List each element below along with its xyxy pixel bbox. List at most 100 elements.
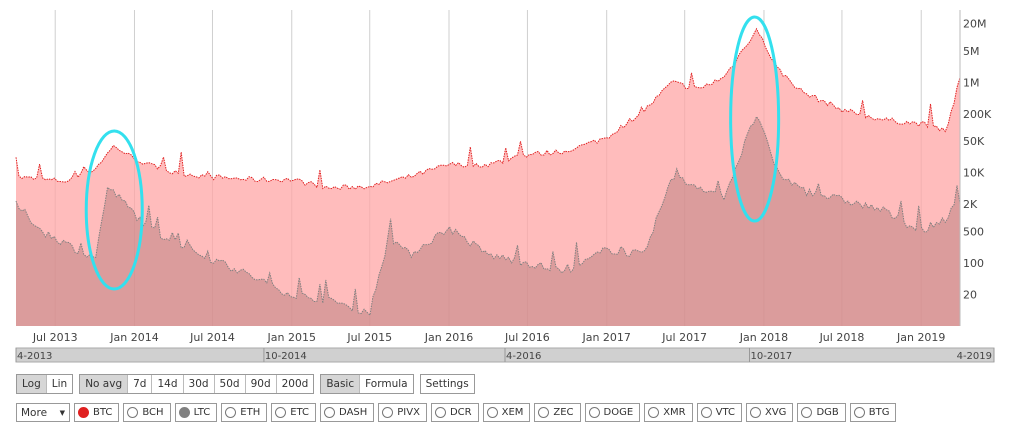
coin-toggle-dgb[interactable]: DGB [797, 403, 846, 422]
x-tick-label: Jul 2016 [504, 331, 550, 344]
radio-icon [801, 407, 813, 418]
series-area-ltc [16, 116, 960, 326]
coin-toggle-dcr[interactable]: DCR [430, 403, 479, 422]
settings-group: Settings [419, 374, 475, 394]
coin-toggle-doge[interactable]: DOGE [584, 403, 641, 422]
y-tick-label: 1M [963, 76, 980, 89]
coin-label: PIVX [397, 407, 420, 418]
series-line-btc [15, 27, 961, 191]
coin-label: XVG [764, 407, 787, 418]
series-layer [15, 27, 961, 327]
coin-toggle-btc[interactable]: BTC [74, 403, 120, 422]
avg-50d-button[interactable]: 50d [214, 375, 246, 393]
coin-toggle-etc[interactable]: ETC [271, 403, 317, 422]
y-tick-label: 50K [963, 135, 985, 148]
coin-label: XEM [501, 407, 524, 418]
highlight-ellipse [729, 15, 781, 223]
scale-toggle: Log Lin [16, 374, 74, 394]
radio-icon [749, 407, 761, 418]
y-tick-label: 200K [963, 108, 992, 121]
avg-90d-button[interactable]: 90d [245, 375, 277, 393]
coin-toggle-zec[interactable]: ZEC [534, 403, 581, 422]
range-navigator[interactable]: 4-2013 10-2014 4-2016 10-2017 4-2019 [15, 347, 995, 363]
coin-label: DASH [339, 407, 368, 418]
log-button[interactable]: Log [17, 375, 47, 393]
coin-toggle-xmr[interactable]: XMR [644, 403, 693, 422]
y-tick-label: 10K [963, 167, 985, 180]
radio-icon [538, 407, 550, 418]
radio-icon [127, 407, 139, 418]
y-tick-label: 5M [963, 45, 980, 58]
x-tick-label: Jan 2018 [739, 331, 788, 344]
coin-label: VTC [715, 407, 735, 418]
x-tick-label: Jan 2016 [424, 331, 473, 344]
avg-14d-button[interactable]: 14d [152, 375, 184, 393]
coin-label: ZEC [553, 407, 574, 418]
x-tick-label: Jul 2015 [346, 331, 392, 344]
settings-button[interactable]: Settings [420, 375, 474, 393]
navigator-label: 10-2014 [265, 351, 307, 362]
radio-icon [225, 407, 237, 418]
y-axis: 20M 5M 1M 200K 50K 10K 2K 500 100 20 [959, 10, 992, 326]
coin-label: LTC [193, 407, 211, 418]
lin-button[interactable]: Lin [46, 375, 73, 393]
x-tick-label: Jul 2017 [661, 331, 707, 344]
radio-icon [434, 407, 446, 418]
coin-toggle-bch[interactable]: BCH [123, 403, 171, 422]
chevron-down-icon: ▼ [59, 408, 65, 417]
radio-icon [588, 407, 600, 418]
average-toggle: No avg 7d 14d 30d 50d 90d 200d [79, 374, 315, 394]
coin-label: DOGE [603, 407, 634, 418]
x-tick-label: Jan 2019 [896, 331, 945, 344]
avg-30d-button[interactable]: 30d [183, 375, 215, 393]
radio-icon [275, 407, 287, 418]
coin-toggle-btg[interactable]: BTG [849, 403, 897, 422]
coin-toggle-vtc[interactable]: VTC [696, 403, 742, 422]
coin-selector: More ▼ BTC BCH LTC ETH ETC DASH PIVX DCR XEM ZEC D… [16, 403, 897, 422]
y-tick-label: 2K [963, 198, 978, 211]
coin-toggle-xem[interactable]: XEM [482, 403, 531, 422]
coin-label: ETC [290, 407, 310, 418]
navigator-label: 10-2017 [751, 351, 793, 362]
y-tick-label: 20 [963, 288, 977, 301]
coin-label: ETH [240, 407, 261, 418]
x-tick-label: Jan 2017 [581, 331, 630, 344]
chart-area: 20M 5M 1M 200K 50K 10K 2K 500 100 20 Jul 2013 Jan … [15, 10, 995, 363]
coin-label: BTC [93, 407, 113, 418]
x-axis: Jul 2013 Jan 2014 Jul 2014 Jan 2015 Jul 2015… [32, 331, 946, 344]
x-tick-label: Jan 2015 [267, 331, 316, 344]
coin-label: XMR [663, 407, 686, 418]
navigator-label: 4-2013 [17, 351, 52, 362]
coin-toggle-eth[interactable]: ETH [221, 403, 268, 422]
more-label: More [21, 406, 48, 419]
highlight-ellipse [84, 129, 144, 291]
radio-icon [700, 407, 712, 418]
coin-label: BTG [868, 407, 890, 418]
radio-icon [853, 407, 865, 418]
mode-toggle: Basic Formula [320, 374, 414, 394]
more-dropdown[interactable]: More ▼ [16, 403, 70, 422]
formula-button[interactable]: Formula [360, 375, 413, 393]
radio-icon [486, 407, 498, 418]
chart-controls: Log Lin No avg 7d 14d 30d 50d 90d 200d B… [16, 374, 475, 394]
highlight-ellipses [84, 15, 781, 291]
coin-toggle-pivx[interactable]: PIVX [378, 403, 427, 422]
navigator-label: 4-2016 [506, 351, 541, 362]
basic-button[interactable]: Basic [321, 375, 361, 393]
coin-label: BCH [142, 407, 164, 418]
coin-toggle-dash[interactable]: DASH [320, 403, 375, 422]
x-tick-label: Jul 2018 [819, 331, 865, 344]
radio-icon [648, 407, 660, 418]
y-tick-label: 100 [963, 257, 984, 270]
coin-toggle-xvg[interactable]: XVG [745, 403, 794, 422]
coin-toggle-ltc[interactable]: LTC [174, 403, 218, 422]
radio-icon [382, 407, 394, 418]
y-tick-label: 500 [963, 225, 984, 238]
radio-icon [178, 407, 190, 418]
radio-icon [324, 407, 336, 418]
no-avg-button[interactable]: No avg [80, 375, 129, 393]
y-tick-label: 20M [963, 18, 987, 31]
avg-7d-button[interactable]: 7d [128, 375, 153, 393]
x-tick-label: Jan 2014 [109, 331, 158, 344]
avg-200d-button[interactable]: 200d [276, 375, 314, 393]
